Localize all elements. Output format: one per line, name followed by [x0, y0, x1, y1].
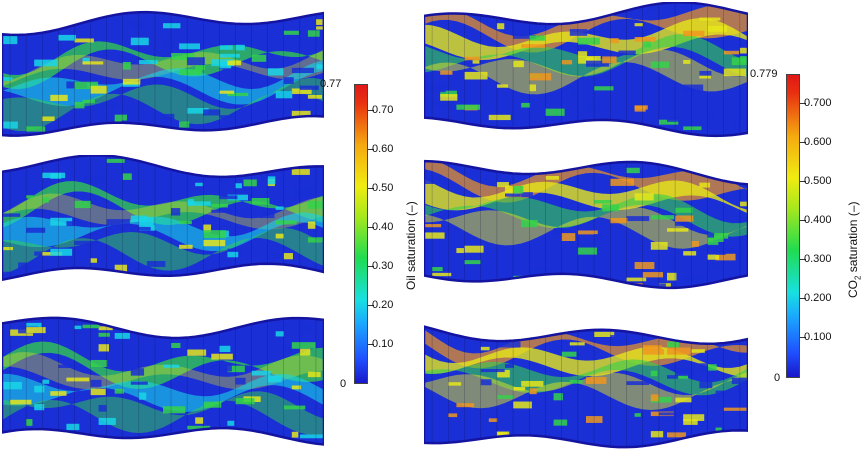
- co2-panel-3: [424, 325, 748, 449]
- co2-panel-1: [424, 2, 748, 138]
- oil-colorbar-min: 0: [340, 378, 347, 390]
- co2-colorbar-title: CO2 saturation (–): [846, 201, 863, 299]
- co2-tick-0200: 0.200: [804, 292, 832, 304]
- oil-colorbar-max: 0.77: [320, 78, 342, 90]
- co2-colorbar-gradient: [786, 74, 800, 378]
- co2-tick-0300: 0.300: [804, 253, 832, 265]
- oil-tick-010: 0.10: [372, 338, 394, 350]
- oil-panel-1: [2, 10, 324, 137]
- oil-colorbar: 0.77 0 0.70 0.60 0.50 0.40 0.30 0.20 0.1…: [320, 78, 400, 390]
- co2-colorbar-min: 0: [774, 372, 781, 384]
- co2-tick-0500: 0.500: [804, 175, 832, 187]
- oil-tick-040: 0.40: [372, 221, 394, 233]
- co2-colorbar-max: 0.779: [750, 68, 778, 80]
- co2-colorbar: 0.779 0 0.700 0.600 0.500 0.400 0.300 0.…: [750, 68, 840, 384]
- oil-tick-060: 0.60: [372, 143, 394, 155]
- oil-colorbar-title: Oil saturation (–): [404, 201, 418, 290]
- oil-tick-030: 0.30: [372, 260, 394, 272]
- co2-tick-0100: 0.100: [804, 331, 832, 343]
- oil-tick-070: 0.70: [372, 104, 394, 116]
- co2-tick-0600: 0.600: [804, 136, 832, 148]
- oil-tick-020: 0.20: [372, 299, 394, 311]
- oil-tick-050: 0.50: [372, 182, 394, 194]
- oil-colorbar-gradient: [354, 84, 368, 384]
- oil-panel-2: [2, 155, 324, 282]
- co2-tick-0400: 0.400: [804, 214, 832, 226]
- co2-tick-0700: 0.700: [804, 97, 832, 109]
- co2-panel-2: [424, 159, 748, 290]
- oil-panel-3: [2, 316, 324, 446]
